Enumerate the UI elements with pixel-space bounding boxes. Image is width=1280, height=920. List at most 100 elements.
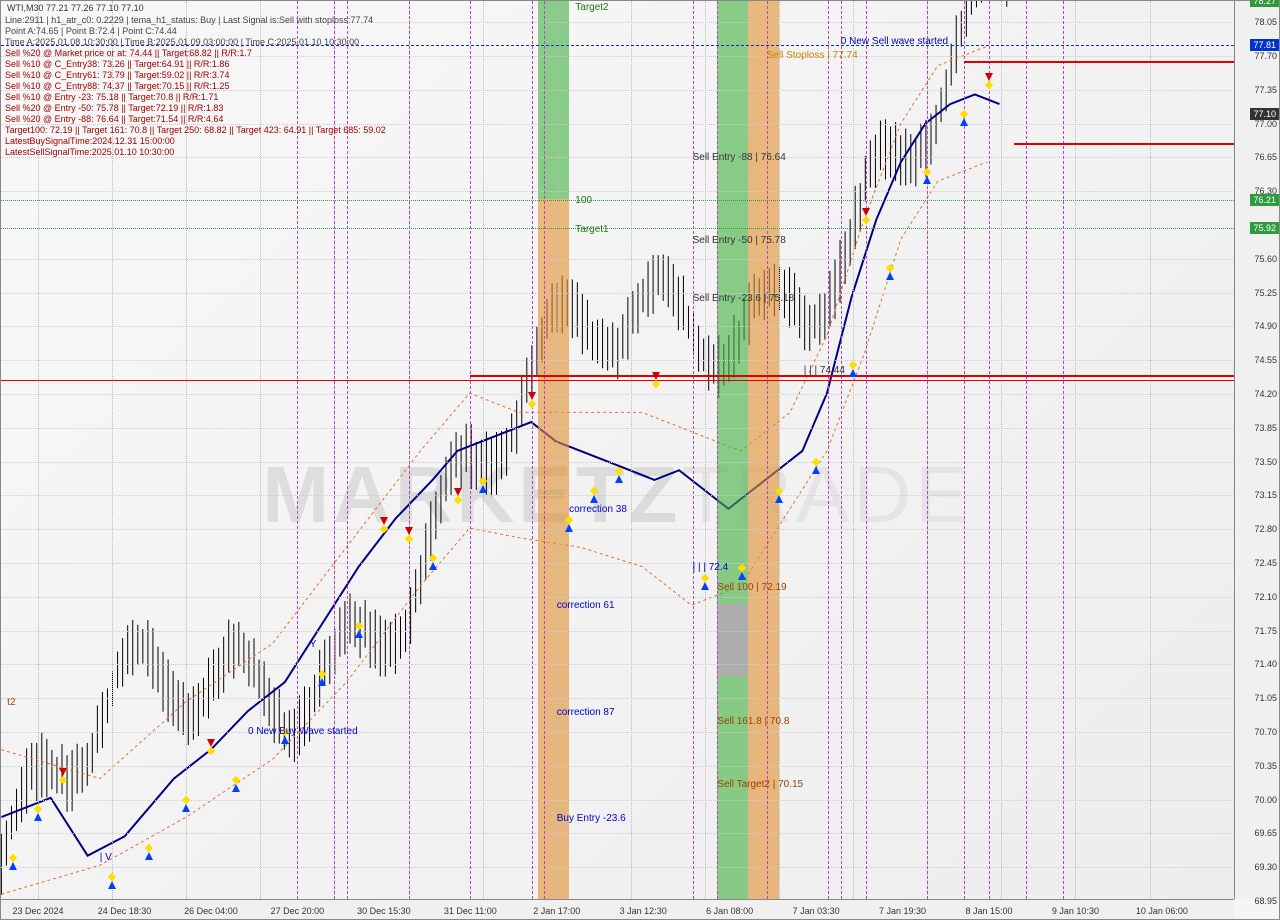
- info-line: Target100: 72.19 || Target 161: 70.8 || …: [5, 125, 386, 135]
- signal-marker: [923, 168, 931, 176]
- signal-marker: [429, 554, 437, 562]
- signal-marker: [318, 670, 326, 678]
- level-line: [1, 200, 1234, 201]
- info-line: Sell %20 @ Entry -50: 75.78 || Target:72…: [5, 103, 223, 113]
- signal-vline: [544, 1, 545, 899]
- signal-vline: [1026, 1, 1027, 899]
- annotation-label: Sell Entry -50 | 75.78: [693, 235, 786, 246]
- arrow-up-icon: [479, 485, 487, 493]
- arrow-up-icon: [429, 562, 437, 570]
- y-tick: 73.85: [1254, 423, 1277, 433]
- level-line: [1, 228, 1234, 229]
- x-tick: 7 Jan 03:30: [793, 906, 840, 916]
- y-tick: 74.90: [1254, 321, 1277, 331]
- y-tick: 77.00: [1254, 119, 1277, 129]
- signal-vline: [841, 1, 842, 899]
- info-line: LatestBuySignalTime:2024.12.31 15:00:00: [5, 136, 175, 146]
- arrow-up-icon: [145, 852, 153, 860]
- grid-vline: [853, 1, 854, 899]
- grid-hline: [1, 529, 1234, 530]
- price-badge: 77.10: [1250, 108, 1279, 120]
- x-tick: 10 Jan 06:00: [1136, 906, 1188, 916]
- info-line: LatestSellSignalTime:2025.01.10 10:30:00: [5, 147, 174, 157]
- signal-vline: [828, 1, 829, 899]
- level-line: [1, 380, 1234, 381]
- y-tick: 76.65: [1254, 152, 1277, 162]
- signal-marker: [34, 805, 42, 813]
- signal-marker: [9, 853, 17, 861]
- arrow-up-icon: [615, 475, 623, 483]
- x-tick: 27 Dec 20:00: [271, 906, 325, 916]
- grid-hline: [1, 191, 1234, 192]
- x-tick: 9 Jan 10:30: [1052, 906, 1099, 916]
- signal-vline: [1063, 1, 1064, 899]
- y-tick: 69.30: [1254, 862, 1277, 872]
- signal-vline: [989, 1, 990, 899]
- grid-hline: [1, 326, 1234, 327]
- annotation-label: Target1: [575, 224, 608, 235]
- annotation-label: | V: [100, 852, 112, 863]
- grid-hline: [1, 360, 1234, 361]
- annotation-label: Y: [310, 639, 317, 650]
- arrow-up-icon: [738, 572, 746, 580]
- signal-marker: [812, 457, 820, 465]
- signal-marker: [108, 873, 116, 881]
- arrow-up-icon: [775, 495, 783, 503]
- x-tick: 6 Jan 08:00: [706, 906, 753, 916]
- info-line: Point A:74.65 | Point B:72.4 | Point C:7…: [5, 26, 177, 36]
- zone-rect: [538, 1, 569, 199]
- grid-vline: [631, 1, 632, 899]
- grid-hline: [1, 293, 1234, 294]
- info-line: Time A:2025.01.08 10:30:00 | Time B:2025…: [5, 37, 359, 47]
- signal-marker: [207, 747, 215, 755]
- x-tick: 7 Jan 19:30: [879, 906, 926, 916]
- x-axis: 23 Dec 202424 Dec 18:3026 Dec 04:0027 De…: [1, 899, 1234, 919]
- x-tick: 24 Dec 18:30: [98, 906, 152, 916]
- y-tick: 72.80: [1254, 524, 1277, 534]
- info-line: Sell %10 @ Entry -23: 75.18 || Target:70…: [5, 92, 218, 102]
- symbol-header: WTI,M30 77.21 77.26 77.10 77.10: [7, 3, 144, 13]
- x-tick: 2 Jan 17:00: [533, 906, 580, 916]
- y-axis: 78.0577.7077.3577.0076.6576.3075.9275.60…: [1234, 1, 1279, 899]
- chart-container[interactable]: MARKETZTRADE Target2100Target1Sell Stopl…: [0, 0, 1280, 920]
- grid-hline: [1, 732, 1234, 733]
- x-tick: 26 Dec 04:00: [184, 906, 238, 916]
- signal-marker: [528, 399, 536, 407]
- grid-hline: [1, 394, 1234, 395]
- annotation-label: | | | 72.4: [693, 562, 729, 573]
- arrow-up-icon: [318, 678, 326, 686]
- signal-vline: [347, 1, 348, 899]
- signal-vline: [297, 1, 298, 899]
- grid-hline: [1, 698, 1234, 699]
- arrow-up-icon: [701, 582, 709, 590]
- arrow-up-icon: [34, 813, 42, 821]
- grid-vline: [483, 1, 484, 899]
- price-badge: 76.21: [1250, 194, 1279, 206]
- price-badge: 78.27: [1250, 0, 1279, 7]
- signal-marker: [404, 535, 412, 543]
- level-line: [964, 61, 1234, 63]
- grid-hline: [1, 462, 1234, 463]
- signal-vline: [409, 1, 410, 899]
- grid-hline: [1, 495, 1234, 496]
- grid-vline: [1001, 1, 1002, 899]
- y-tick: 69.65: [1254, 828, 1277, 838]
- signal-marker: [590, 486, 598, 494]
- arrow-up-icon: [182, 804, 190, 812]
- grid-vline: [1075, 1, 1076, 899]
- signal-vline: [964, 1, 965, 899]
- grid-hline: [1, 833, 1234, 834]
- watermark-bold: MARKETZ: [262, 450, 681, 539]
- y-tick: 71.75: [1254, 626, 1277, 636]
- y-tick: 77.35: [1254, 85, 1277, 95]
- x-tick: 31 Dec 11:00: [444, 906, 497, 916]
- signal-marker: [478, 477, 486, 485]
- signal-vline: [866, 1, 867, 899]
- info-line: Line:2911 | h1_atr_c0: 0.2229 | tema_h1_…: [5, 15, 373, 25]
- signal-vline: [693, 1, 694, 899]
- chart-area[interactable]: MARKETZTRADE Target2100Target1Sell Stopl…: [1, 1, 1234, 899]
- y-tick: 72.10: [1254, 592, 1277, 602]
- zone-rect: [538, 199, 569, 901]
- y-tick: 70.35: [1254, 761, 1277, 771]
- grid-hline: [1, 867, 1234, 868]
